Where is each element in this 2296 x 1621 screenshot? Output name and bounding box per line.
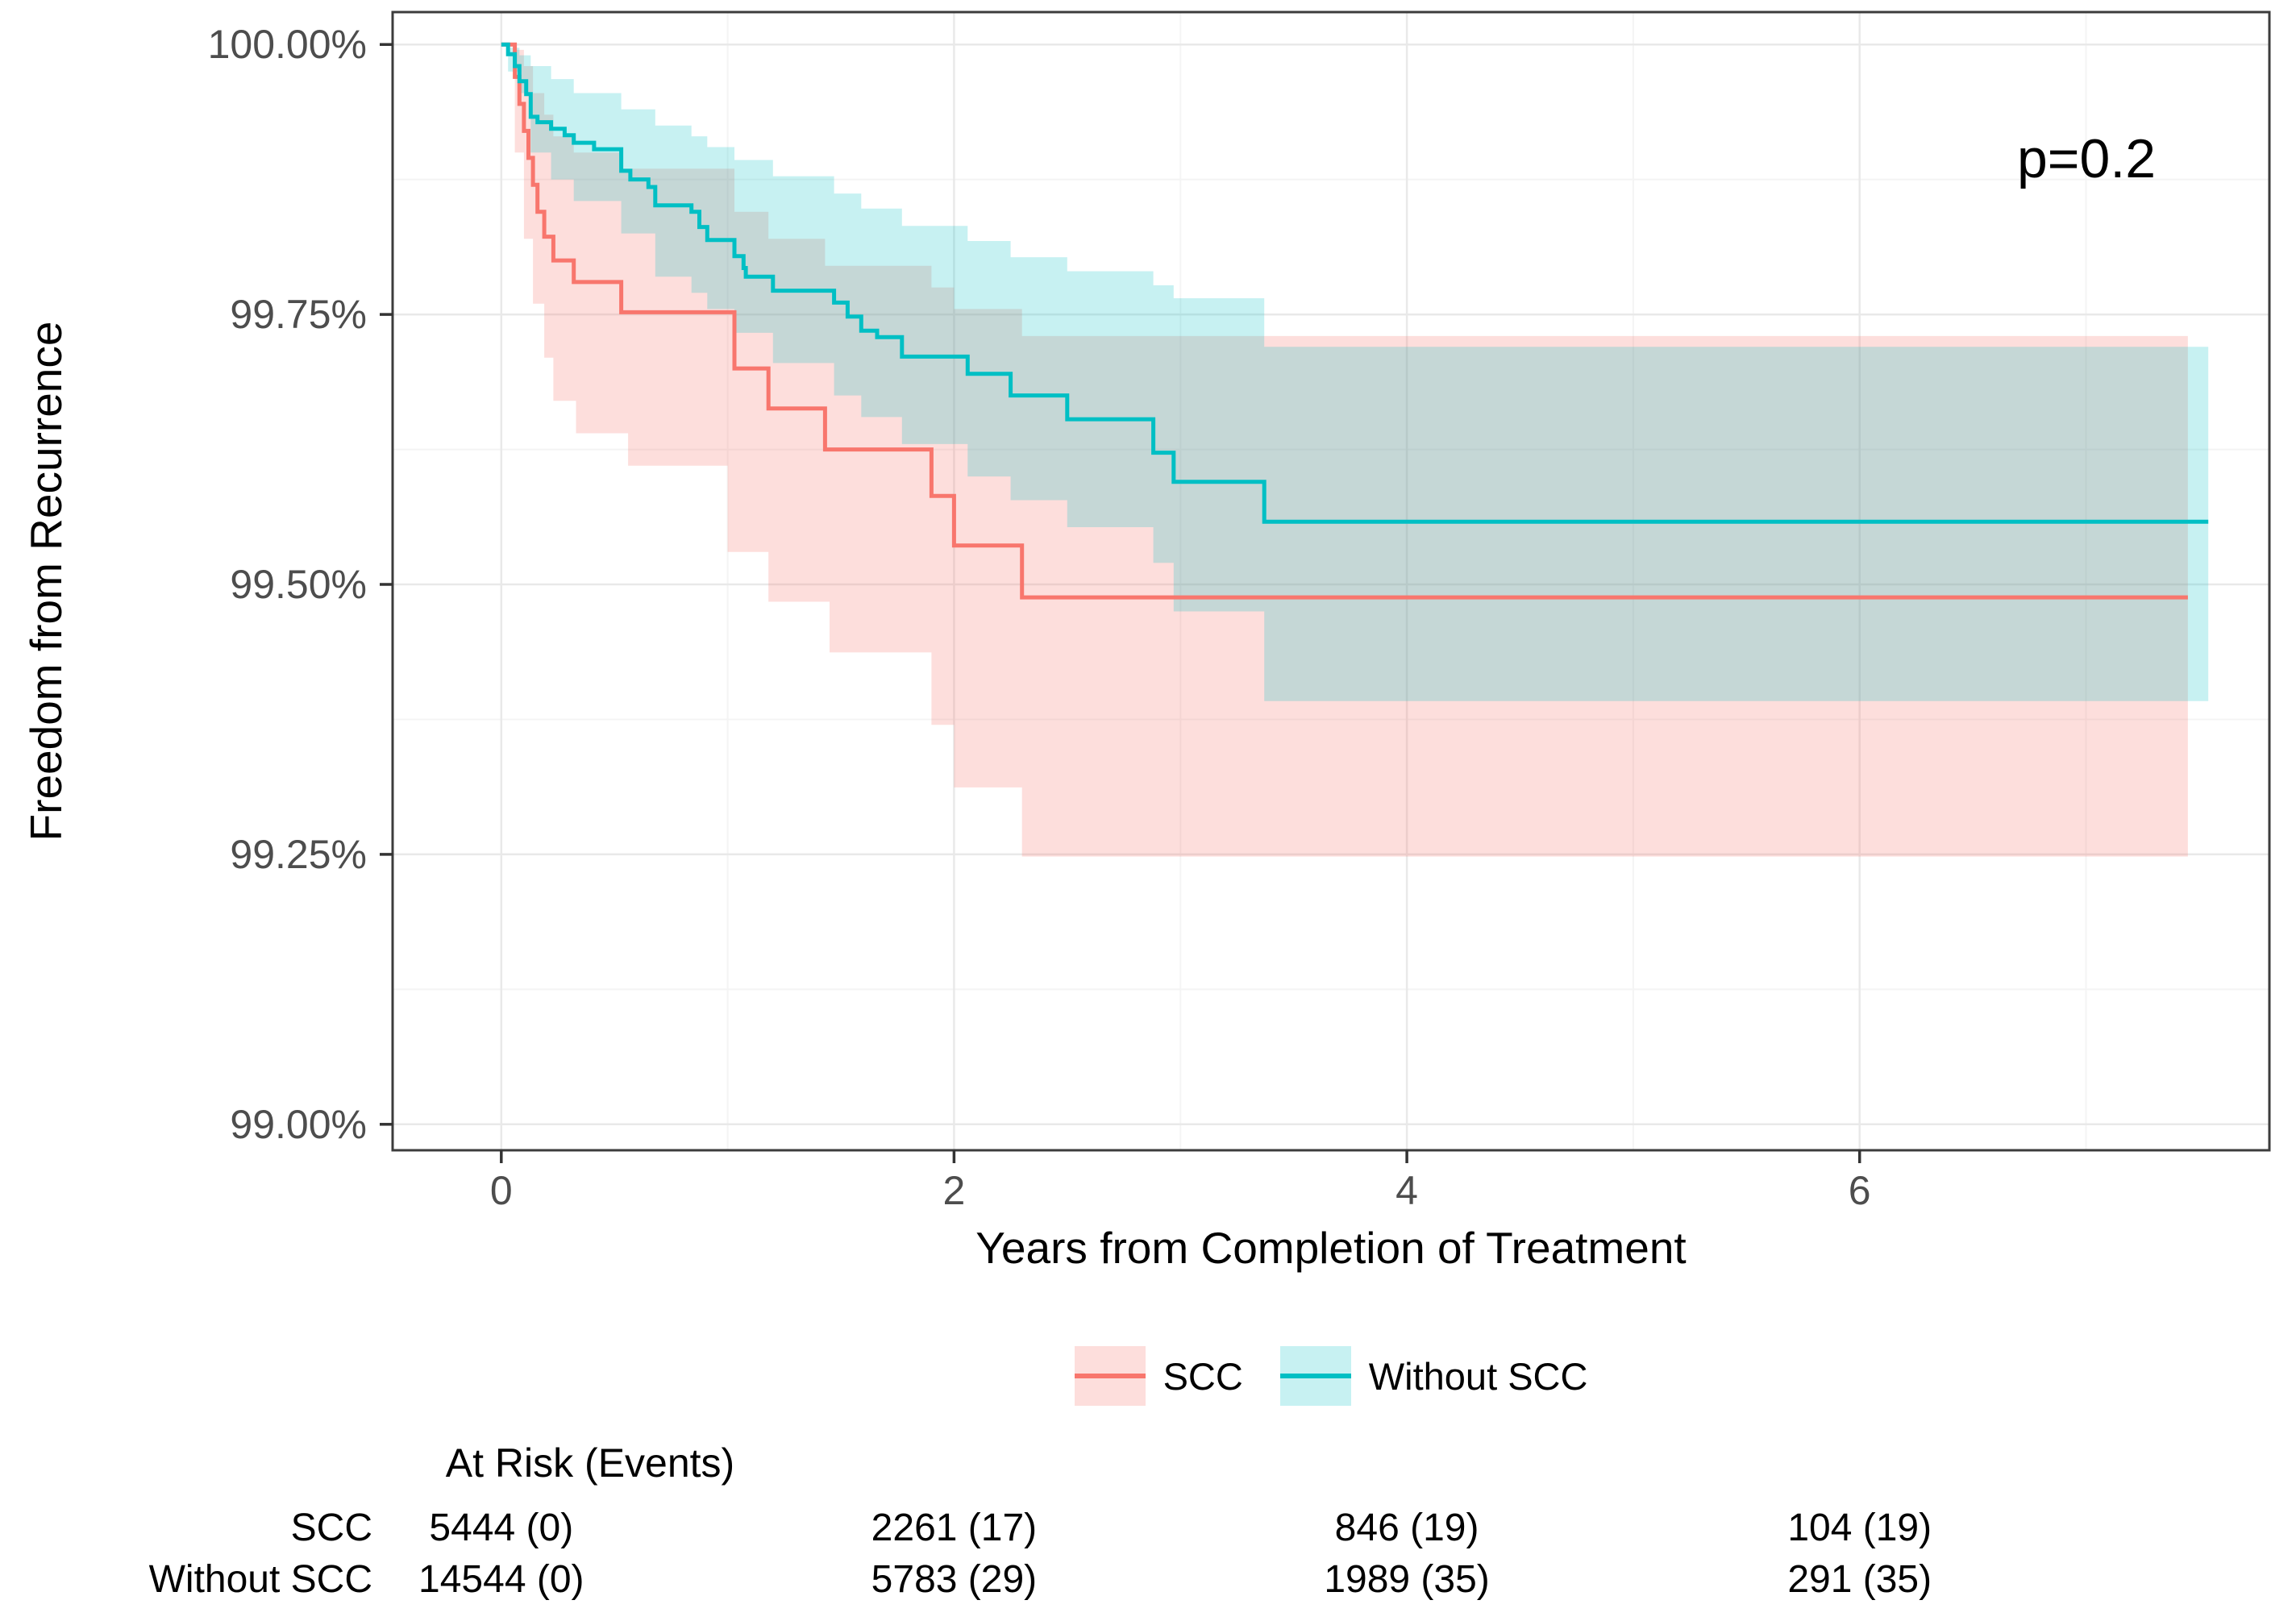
legend-label: Without SCC: [1368, 1354, 1588, 1398]
y-tick-label: 100.00%: [207, 22, 367, 68]
at-risk-cell: 846 (19): [1334, 1507, 1479, 1549]
panel-border: [391, 10, 2271, 1152]
x-tick-label: 6: [1848, 1168, 1871, 1213]
scc-ci-band: [501, 44, 2188, 857]
y-tick-label: 99.50%: [230, 562, 367, 608]
at-risk-cell: 104 (19): [1787, 1507, 1932, 1549]
y-axis-title: Freedom from Recurrence: [21, 321, 71, 842]
x-tick-label: 2: [942, 1168, 966, 1213]
scc-curve: [501, 42, 2188, 600]
at-risk-cell: 14544 (0): [418, 1558, 584, 1601]
at-risk-cell: 2261 (17): [871, 1507, 1038, 1549]
at-risk-cell: 5444 (0): [429, 1507, 574, 1549]
legend-item-without-scc: Without SCC: [1279, 1346, 1588, 1406]
at-risk-row-label: Without SCC: [148, 1558, 372, 1601]
at-risk-row-label: SCC: [290, 1507, 372, 1549]
at-risk-header: At Risk (Events): [445, 1440, 735, 1486]
without-scc-ci-band: [501, 44, 2209, 701]
without-scc-curve: [501, 42, 2209, 524]
legend-key-line: [1074, 1374, 1146, 1378]
at-risk-cell: 291 (35): [1787, 1558, 1932, 1601]
at-risk-cell: 1989 (35): [1324, 1558, 1490, 1601]
legend-key-swatch: [1279, 1346, 1351, 1406]
x-tick-label: 0: [489, 1168, 513, 1213]
legend-item-scc: SCC: [1074, 1346, 1243, 1406]
y-tick-label: 99.75%: [230, 292, 367, 338]
y-tick-label: 99.25%: [230, 831, 367, 877]
legend-key-line: [1279, 1374, 1351, 1378]
legend: SCC Without SCC: [393, 1340, 2269, 1412]
x-tick-label: 4: [1395, 1168, 1418, 1213]
x-axis-title: Years from Completion of Treatment: [975, 1223, 1687, 1273]
legend-key-swatch: [1074, 1346, 1146, 1406]
legend-label: SCC: [1163, 1354, 1243, 1398]
p-value-annotation: p=0.2: [2016, 128, 2157, 189]
at-risk-cell: 5783 (29): [871, 1558, 1038, 1601]
y-tick-label: 99.00%: [230, 1101, 367, 1147]
